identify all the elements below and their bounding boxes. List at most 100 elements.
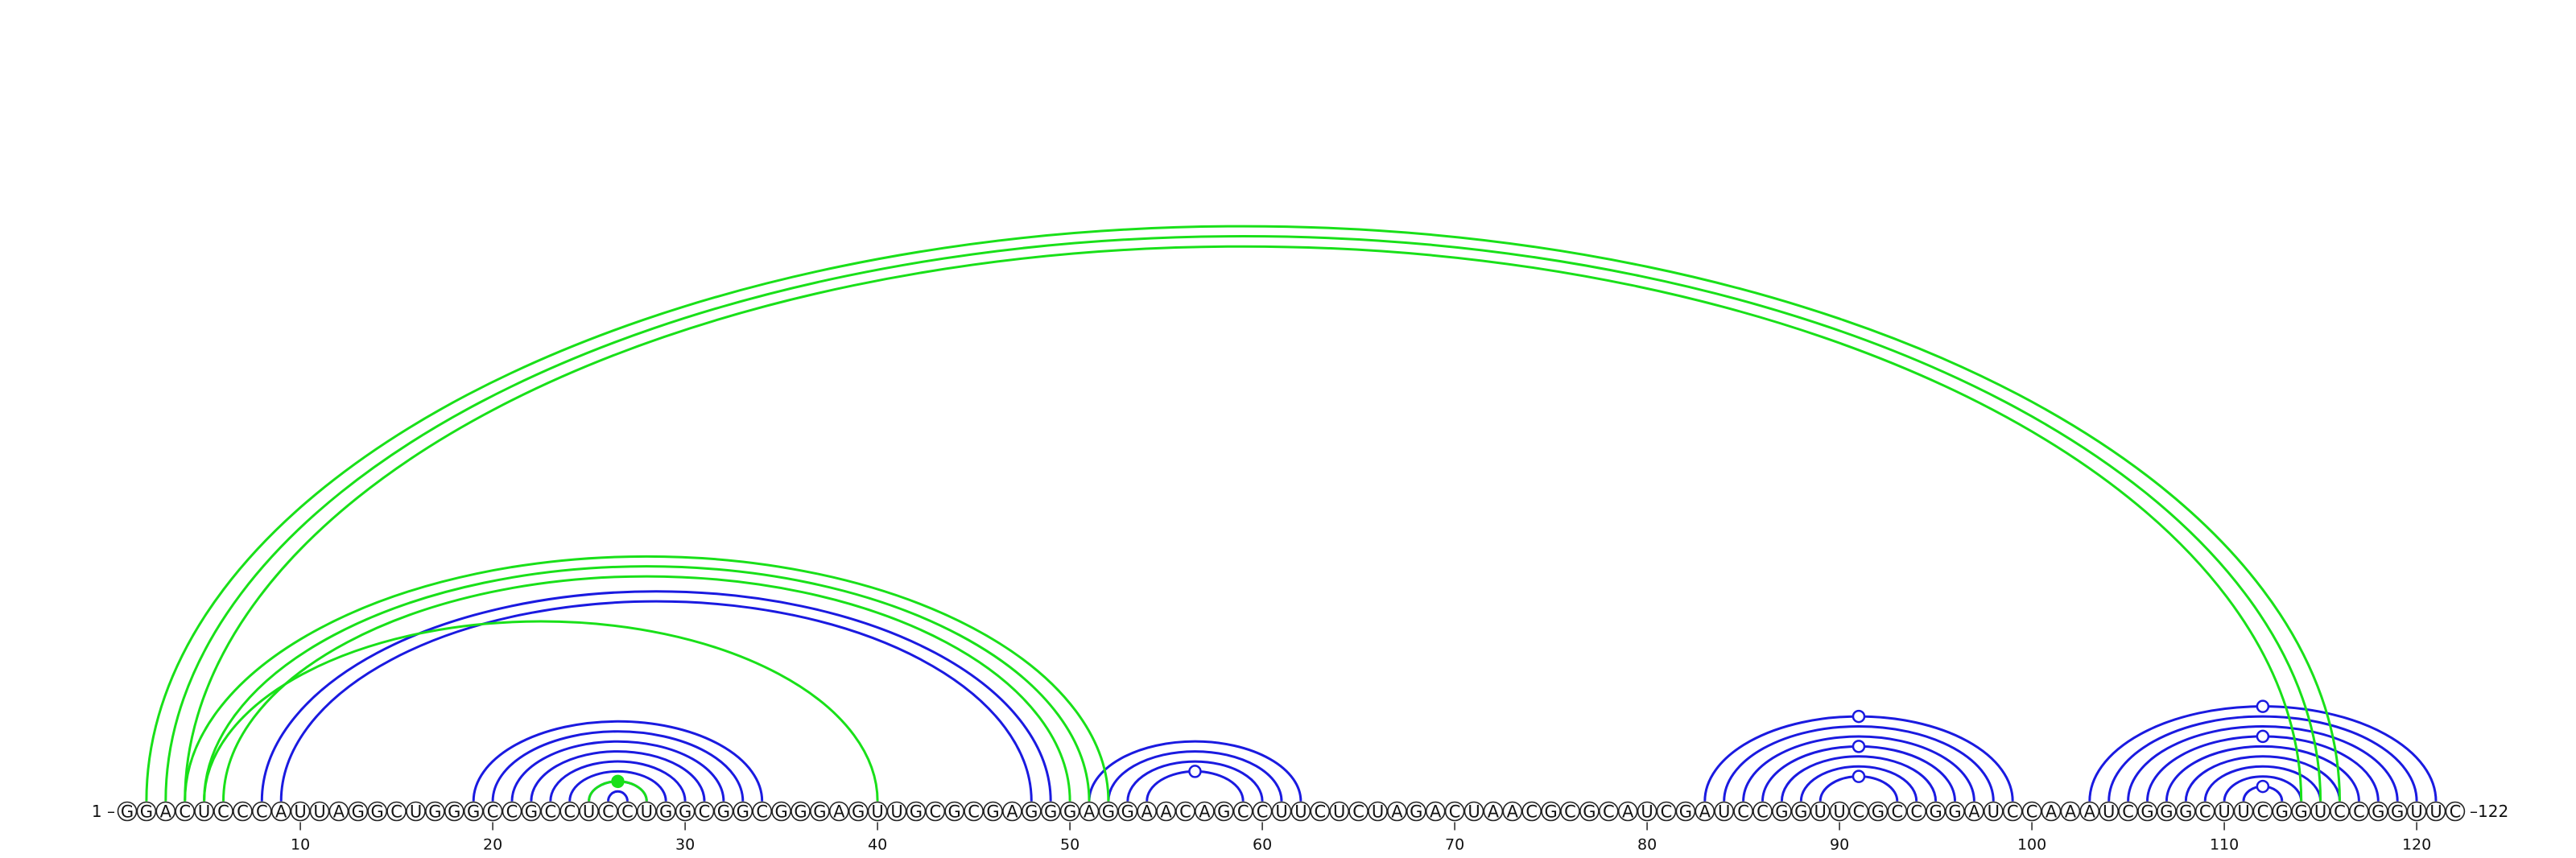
base-pair-arc-19-34 — [472, 720, 764, 802]
nucleotide-96-letter: G — [1948, 802, 1961, 822]
nucleotide-50-circle — [1059, 801, 1080, 822]
base-pair-arc-9-48 — [279, 600, 1033, 802]
nucleotide-73-circle — [1502, 801, 1523, 822]
nucleotide-86-circle — [1752, 801, 1773, 822]
tick-label-90: 90 — [1830, 836, 1849, 854]
nucleotide-110-letter: U — [2218, 802, 2230, 822]
tick-label-70: 70 — [1445, 836, 1464, 854]
nucleotide-114-circle — [2291, 801, 2311, 822]
nucleotide-48-letter: G — [1025, 802, 1038, 822]
nucleotide-54-circle — [1137, 801, 1157, 822]
nucleotide-70-letter: C — [1449, 802, 1461, 822]
nucleotide-118-circle — [2368, 801, 2388, 822]
nucleotide-16-letter: U — [410, 802, 422, 822]
nucleotide-38-letter: A — [833, 802, 845, 822]
nucleotide-40-circle — [867, 801, 888, 822]
nucleotide-121-circle — [2425, 801, 2446, 822]
nucleotide-108-circle — [2176, 801, 2196, 822]
nucleotide-8-circle — [251, 801, 272, 822]
nucleotide-65-circle — [1348, 801, 1368, 822]
nucleotide-26-circle — [598, 801, 618, 822]
nucleotide-92-letter: G — [1872, 802, 1885, 822]
nucleotide-90-letter: U — [1833, 802, 1845, 822]
nucleotide-2-circle — [136, 801, 157, 822]
base-pair-arc-20-33 — [491, 730, 745, 802]
nucleotide-58-letter: G — [1217, 802, 1230, 822]
nucleotide-112-letter: C — [2257, 802, 2269, 822]
nucleotide-62-letter: U — [1294, 802, 1307, 822]
nucleotide-59-circle — [1232, 801, 1253, 822]
nucleotide-90-circle — [1829, 801, 1850, 822]
base-pair-arc-109-115 — [2203, 765, 2322, 802]
nucleotide-67-letter: A — [1391, 802, 1403, 822]
nucleotide-4-letter: C — [179, 802, 191, 822]
nucleotide-119-letter: G — [2391, 802, 2404, 822]
nucleotide-44-letter: G — [948, 802, 961, 822]
base-pair-arc-26-27 — [607, 790, 629, 802]
nucleotide-12-letter: A — [333, 802, 345, 822]
nucleotide-104-letter: U — [2103, 802, 2115, 822]
nucleotide-47-circle — [1002, 801, 1022, 822]
nucleotide-56-letter: C — [1179, 802, 1191, 822]
nucleotide-28-circle — [636, 801, 657, 822]
nucleotide-19-circle — [463, 801, 484, 822]
tick-label-110: 110 — [2210, 836, 2239, 854]
nucleotide-11-circle — [309, 801, 330, 822]
nucleotide-76-letter: C — [1564, 802, 1576, 822]
nucleotide-8-letter: C — [256, 802, 268, 822]
nucleotide-60-circle — [1252, 801, 1273, 822]
nucleotide-49-circle — [1040, 801, 1061, 822]
nucleotide-9-letter: A — [275, 802, 287, 822]
nucleotide-96-circle — [1945, 801, 1965, 822]
nucleotide-12-circle — [328, 801, 349, 822]
nucleotide-102-letter: A — [2065, 802, 2077, 822]
nucleotide-104-circle — [2099, 801, 2119, 822]
nucleotide-102-circle — [2060, 801, 2081, 822]
nucleotide-111-letter: U — [2237, 802, 2249, 822]
nucleotide-37-circle — [810, 801, 830, 822]
nucleotide-10-circle — [290, 801, 311, 822]
nucleotide-20-letter: C — [487, 802, 499, 822]
base-pair-arc-107-117 — [2165, 745, 2360, 802]
nucleotide-6-letter: C — [217, 802, 229, 822]
nucleotide-107-letter: G — [2160, 802, 2173, 822]
nucleotide-43-circle — [925, 801, 946, 822]
base-pair-arc-105-119 — [2127, 725, 2399, 802]
nucleotide-56-circle — [1175, 801, 1195, 822]
pair-marker-103-121 — [2256, 699, 2270, 713]
nucleotide-106-letter: G — [2140, 802, 2153, 822]
nucleotide-48-circle — [1022, 801, 1042, 822]
nucleotide-7-circle — [233, 801, 253, 822]
nucleotide-87-letter: G — [1775, 802, 1788, 822]
base-pair-arc-51-62 — [1088, 740, 1302, 802]
nucleotide-16-circle — [406, 801, 426, 822]
nucleotide-106-circle — [2137, 801, 2157, 822]
nucleotide-72-letter: A — [1488, 802, 1500, 822]
nucleotide-116-letter: C — [2334, 802, 2346, 822]
nucleotide-32-circle — [713, 801, 734, 822]
nucleotide-74-circle — [1521, 801, 1542, 822]
nucleotide-75-letter: G — [1544, 802, 1557, 822]
nucleotide-113-circle — [2272, 801, 2293, 822]
nucleotide-64-letter: U — [1333, 802, 1345, 822]
nucleotide-31-circle — [694, 801, 715, 822]
nucleotide-31-letter: C — [699, 802, 711, 822]
nucleotide-34-circle — [752, 801, 773, 822]
nucleotide-86-letter: C — [1757, 802, 1769, 822]
nucleotide-85-letter: C — [1737, 802, 1749, 822]
nucleotide-14-circle — [367, 801, 388, 822]
nucleotide-84-letter: U — [1718, 802, 1730, 822]
nucleotide-113-letter: G — [2276, 802, 2289, 822]
tick-label-40: 40 — [868, 836, 887, 854]
nucleotide-109-circle — [2194, 801, 2215, 822]
nucleotide-103-circle — [2079, 801, 2100, 822]
nucleotide-89-circle — [1810, 801, 1831, 822]
base-pair-arc-53-60 — [1126, 760, 1264, 802]
nucleotide-21-letter: C — [506, 802, 518, 822]
base-pair-arc-4-52 — [184, 555, 1110, 802]
nucleotide-9-circle — [270, 801, 291, 822]
nucleotide-35-circle — [771, 801, 791, 822]
base-pair-arc-5-51 — [203, 565, 1091, 802]
nucleotide-35-letter: G — [774, 802, 787, 822]
